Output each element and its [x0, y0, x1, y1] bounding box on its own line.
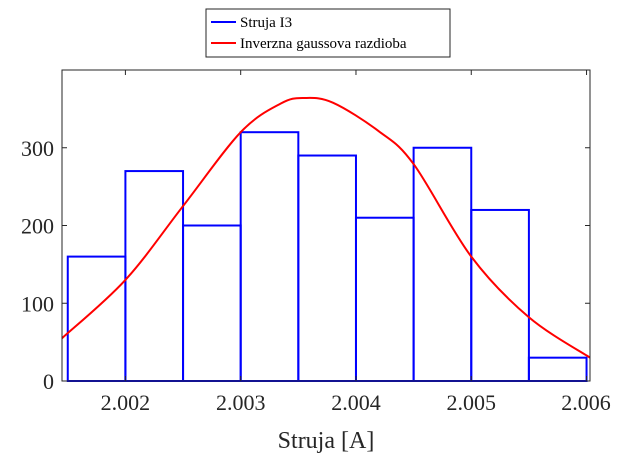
y-tick-label: 0: [43, 369, 54, 394]
y-tick-label: 100: [21, 291, 54, 316]
y-tick-labels: 0 100 200 300: [21, 136, 54, 394]
legend-box: [205, 8, 451, 58]
legend-label-struja-i3: Struja I3: [240, 15, 292, 31]
x-tick-label: 2.005: [447, 390, 497, 415]
x-tick-label: 2.003: [216, 390, 266, 415]
legend: Struja I3 Inverzna gaussova razdioba: [205, 8, 451, 58]
y-tick-label: 200: [21, 214, 54, 239]
x-tick-label: 2.004: [331, 390, 381, 415]
gauss-curve-line: [61, 96, 591, 359]
x-tick-labels: 2.002 2.003 2.004 2.005 2.006: [101, 390, 611, 415]
x-tick-label: 2.006: [561, 390, 611, 415]
x-axis-label: Struja [A]: [278, 428, 375, 454]
axis-ticks: [62, 70, 590, 382]
x-tick-label: 2.002: [101, 390, 151, 415]
legend-label-gauss: Inverzna gaussova razdioba: [240, 36, 407, 52]
y-tick-label: 300: [21, 136, 54, 161]
